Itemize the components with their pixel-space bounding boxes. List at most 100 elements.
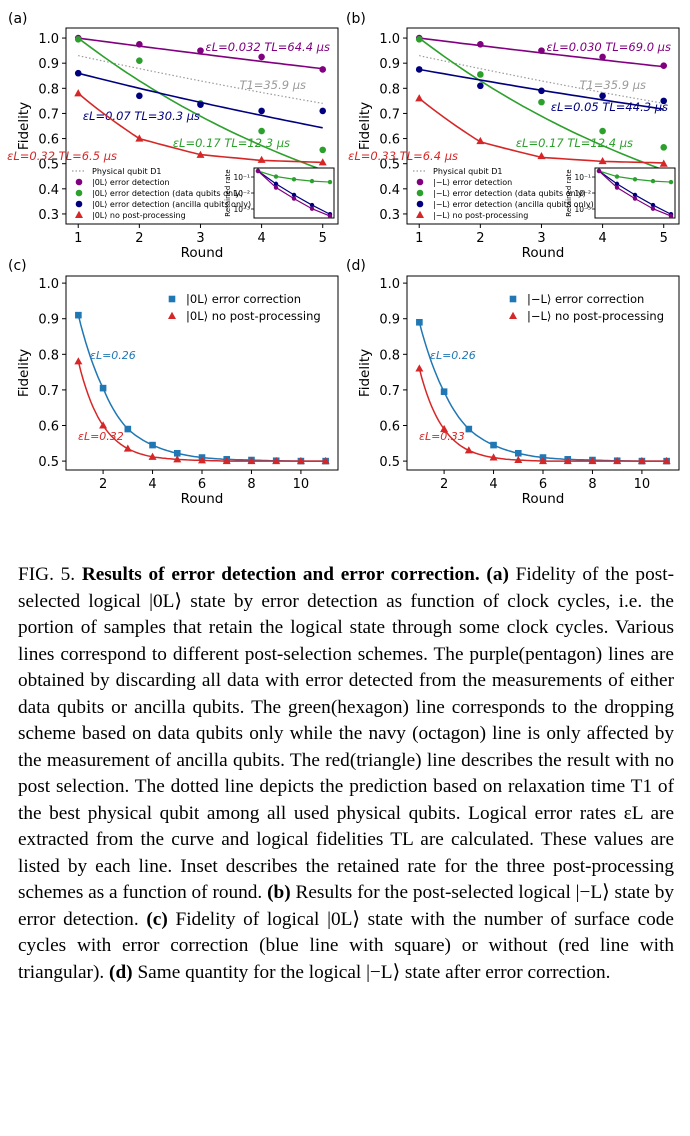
y-tick-label: 0.4 xyxy=(379,183,400,198)
data-point-navy xyxy=(415,66,423,73)
caption-title: Results of error detection and error cor… xyxy=(81,564,480,585)
data-point-red xyxy=(196,150,205,158)
data-point-blue xyxy=(149,441,156,449)
legend-entry: |−L⟩ no post-processing xyxy=(433,211,528,220)
y-tick-label: 0.9 xyxy=(38,313,59,328)
panel-d: 0.5 0.6 0.7 0.8 0.9 1.0 2 4 6 8 10 Round Fidelity (d)… xyxy=(346,258,680,507)
y-tick-label: 0.7 xyxy=(38,384,59,399)
inset-line xyxy=(598,170,672,183)
panel-label: (c) xyxy=(8,258,27,274)
data-point-red xyxy=(563,456,572,465)
data-point-blue xyxy=(465,425,473,433)
physical-qubit-label: T1=35.9 μs xyxy=(579,78,646,92)
y-tick-label: 0.8 xyxy=(38,348,59,363)
legend-marker xyxy=(75,200,83,208)
legend: |−L⟩ error correction |−L⟩ no post-proces… xyxy=(509,292,664,323)
x-axis-label: Round xyxy=(181,491,224,507)
panel-label: (a) xyxy=(8,11,28,27)
y-tick-label: 0.3 xyxy=(38,208,59,223)
data-point-blue xyxy=(490,441,497,449)
panel-b: 0.3 0.4 0.5 0.6 0.7 0.8 0.9 1.0 1 2 3 4 5 Round Fideli… xyxy=(346,11,680,261)
data-point-red xyxy=(613,456,622,465)
data-point-red xyxy=(321,456,330,465)
inset-y-axis-label: Retained rate xyxy=(565,169,573,216)
panel-c: 0.5 0.6 0.7 0.8 0.9 1.0 2 4 6 8 10 Round Fidelity (c)… xyxy=(8,258,339,507)
y-tick-label: 0.6 xyxy=(379,133,400,148)
legend: |0L⟩ error correction |0L⟩ no post-proces… xyxy=(168,292,321,323)
series-label-red: εL=0.32 xyxy=(78,430,124,443)
data-point-green xyxy=(599,127,606,135)
data-point-red xyxy=(135,134,144,142)
legend-marker xyxy=(416,178,424,186)
caption-d-label: (d) xyxy=(109,961,133,983)
y-tick-label: 0.5 xyxy=(38,158,59,173)
data-point-navy xyxy=(319,107,327,115)
caption-b-text: Results for the post-selected logical |−… xyxy=(18,882,674,930)
y-axis-label: Fidelity xyxy=(16,102,32,150)
legend: Physical qubit D1 |−L⟩ error detection |−L… xyxy=(413,167,594,220)
x-tick-label: 2 xyxy=(440,477,448,492)
data-point-green xyxy=(538,98,545,106)
x-tick-label: 3 xyxy=(537,231,545,246)
y-tick-label: 0.6 xyxy=(38,420,59,435)
data-point-navy xyxy=(599,92,606,100)
data-point-navy xyxy=(136,92,143,100)
legend-entry: |0L⟩ error detection (ancilla qubits onl… xyxy=(92,200,251,209)
axes-frame xyxy=(65,27,339,225)
y-tick-label: 0.5 xyxy=(379,158,400,173)
x-axis-label: Round xyxy=(181,245,224,261)
x-tick-label: 4 xyxy=(489,477,497,492)
legend-entry: |0L⟩ error detection xyxy=(92,178,170,187)
series-label-red: εL=0.33 xyxy=(419,430,465,443)
data-point-red xyxy=(247,456,256,465)
data-point-blue xyxy=(99,384,107,392)
data-point-navy xyxy=(660,97,668,105)
data-point-purple xyxy=(599,53,606,61)
y-tick-label: 0.7 xyxy=(38,107,59,122)
data-point-purple xyxy=(319,66,327,73)
y-tick-label: 0.5 xyxy=(379,455,400,470)
data-point-red xyxy=(662,456,671,465)
y-tick-label: 1.0 xyxy=(38,32,59,47)
data-point-red xyxy=(74,89,83,97)
legend: Physical qubit D1 |0L⟩ error detection |0L… xyxy=(72,167,251,220)
data-point-red xyxy=(222,456,231,465)
data-point-red xyxy=(198,456,206,464)
y-tick-label: 0.9 xyxy=(38,57,59,72)
x-tick-label: 5 xyxy=(319,231,327,246)
inset-y-axis-label: Retained rate xyxy=(224,169,232,216)
caption-b-label: (b) xyxy=(267,882,291,903)
data-point-red xyxy=(415,94,424,102)
fit-line-green xyxy=(77,37,323,171)
data-point-blue xyxy=(416,318,423,326)
physical-qubit-label: T1=35.9 μs xyxy=(239,78,306,92)
legend-marker xyxy=(168,295,176,303)
y-tick-label: 0.9 xyxy=(379,313,400,328)
legend-entry: |0L⟩ error correction xyxy=(186,292,301,306)
fit-line-red xyxy=(77,361,326,462)
data-point-red xyxy=(257,155,266,163)
caption-a-text: Fidelity of the post-selected logical |0… xyxy=(18,564,674,903)
legend-marker xyxy=(75,189,83,197)
legend-marker xyxy=(75,210,83,218)
data-point-red xyxy=(440,424,449,433)
data-point-purple xyxy=(258,53,265,61)
figure-caption: FIG. 5. Results of error detection and e… xyxy=(18,562,674,986)
data-point-red xyxy=(476,136,485,145)
legend-entry: Physical qubit D1 xyxy=(433,167,502,176)
x-tick-label: 8 xyxy=(247,477,255,492)
legend-entry: |0L⟩ no post-processing xyxy=(186,309,321,323)
data-point-purple xyxy=(136,41,143,48)
caption-d-text: Same quantity for the logical |−L⟩ state… xyxy=(137,961,611,983)
x-tick-label: 1 xyxy=(415,231,423,246)
fit-line-green xyxy=(418,37,664,171)
data-point-navy xyxy=(258,107,265,115)
x-tick-label: 6 xyxy=(539,477,547,492)
data-point-navy xyxy=(197,101,204,108)
legend-marker xyxy=(75,178,83,186)
x-tick-label: 4 xyxy=(148,477,156,492)
data-point-green xyxy=(477,71,484,78)
legend-marker xyxy=(168,311,176,319)
y-tick-label: 0.6 xyxy=(379,420,400,435)
figure-panels: 0.3 0.4 0.5 0.6 0.7 0.8 0.9 1.0 1 2 3 4 5 Round Fideli… xyxy=(7,11,680,507)
